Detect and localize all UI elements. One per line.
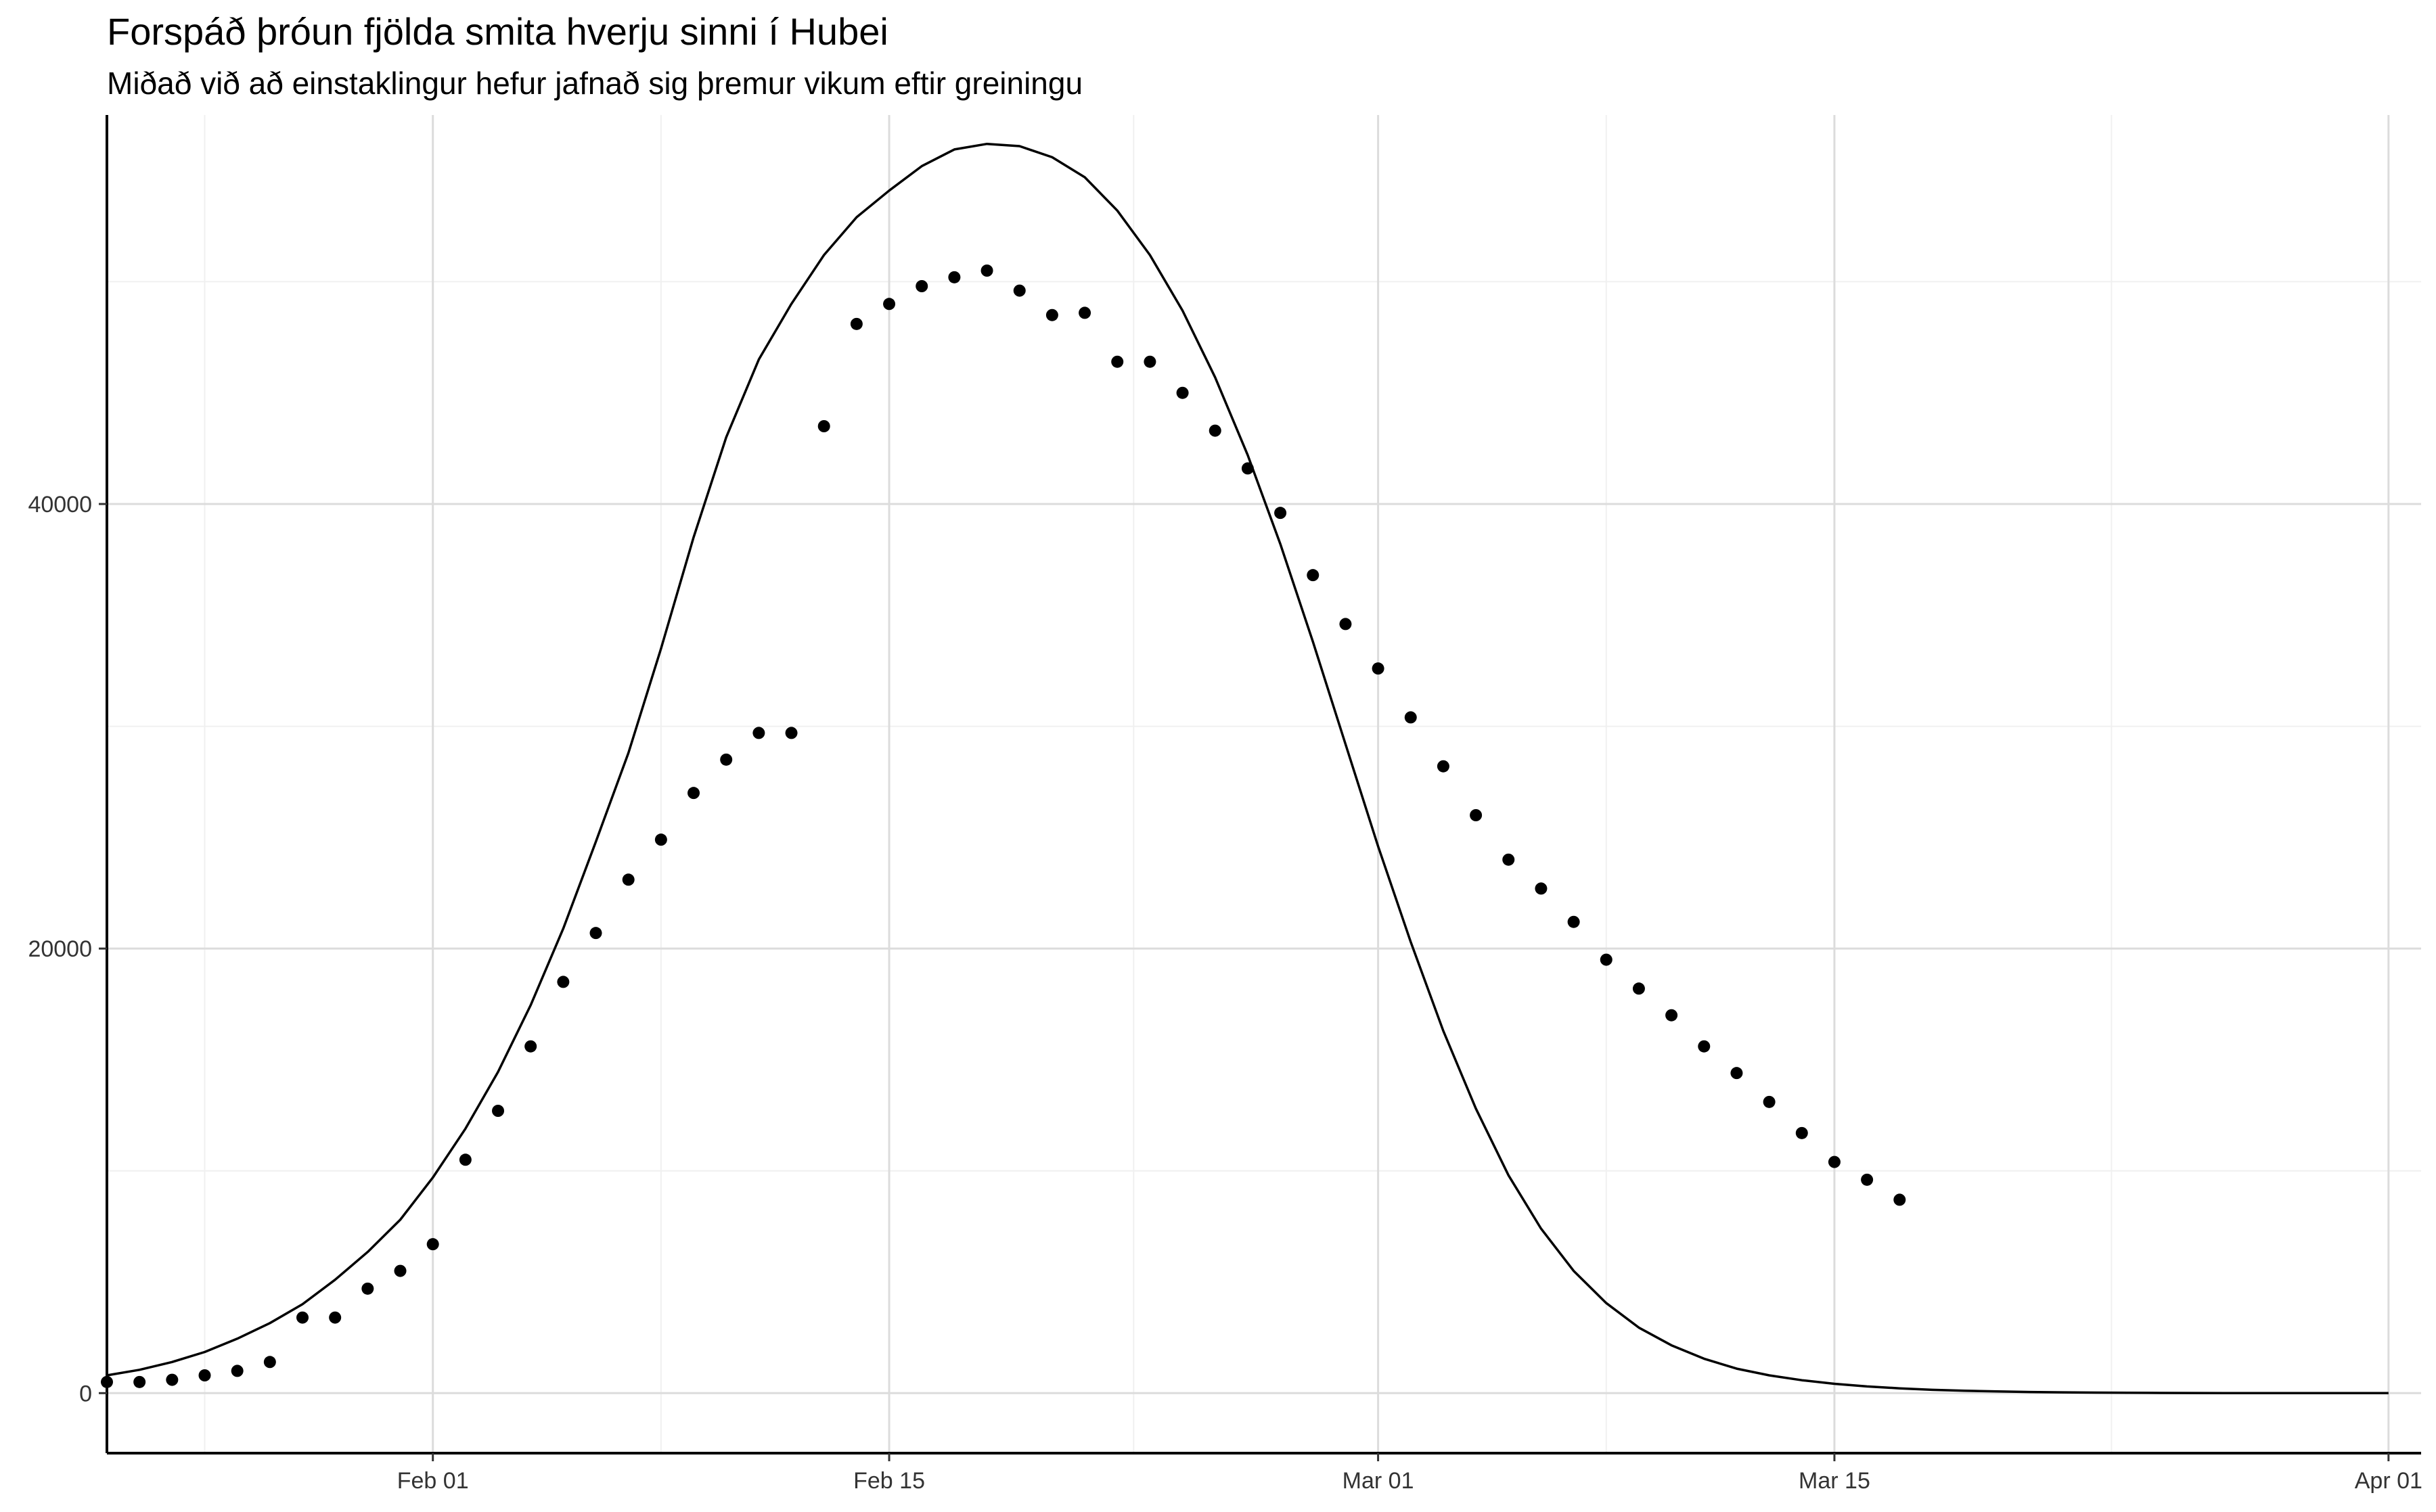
data-point [329,1311,342,1324]
data-point [1763,1095,1776,1108]
x-tick-label: Apr 01 [2355,1468,2422,1494]
data-point [1339,618,1352,631]
data-point [361,1282,374,1295]
data-point [1404,711,1417,724]
data-point [1176,386,1189,399]
data-point [1274,507,1287,520]
data-point [1079,306,1091,319]
data-point [1535,882,1548,895]
data-point [1209,424,1221,437]
data-point [1893,1193,1906,1206]
data-point [1861,1173,1874,1186]
data-point [916,280,928,292]
forecast-line-series [106,142,2389,1395]
data-point [1111,355,1124,368]
data-point [654,833,667,846]
data-point [394,1264,407,1277]
data-point [752,727,765,739]
data-point [492,1105,505,1117]
data-point [720,753,733,766]
y-tick-label: 0 [79,1381,92,1406]
data-point [1372,662,1384,675]
data-point [817,420,830,432]
x-tick-label: Mar 01 [1343,1468,1414,1494]
data-point [1632,982,1645,995]
data-point [166,1373,179,1386]
data-point [524,1040,537,1053]
data-point [1437,760,1449,773]
data-point [1665,1009,1678,1022]
x-tick-label: Feb 01 [397,1468,469,1494]
chart-subtitle: Miðað við að einstaklingur hefur jafnað … [107,66,1083,101]
data-point [785,727,798,739]
data-point [1013,284,1026,297]
data-point [1600,953,1612,966]
data-point [263,1356,276,1369]
minor-gridlines [107,115,2421,1453]
data-point [589,927,602,940]
data-point [198,1369,211,1381]
data-point [1730,1067,1743,1080]
data-point [1795,1126,1808,1139]
chart-title: Forspáð þróun fjölda smita hverju sinni … [107,10,888,53]
tick-labels: Feb 01 Feb 15 Mar 01 Mar 15 Apr 01 0 20000 4000… [28,492,2422,1494]
axes [99,115,2421,1461]
data-point [426,1238,439,1251]
data-point [231,1365,244,1377]
data-point [1698,1040,1711,1053]
y-tick-label: 20000 [28,936,92,962]
data-point [1502,853,1515,866]
data-point [296,1311,309,1324]
data-point [557,976,570,988]
data-point [101,1375,113,1388]
x-tick-label: Feb 15 [853,1468,925,1494]
data-point [133,1375,146,1388]
data-point [687,787,700,800]
data-point [1470,809,1483,821]
data-point [1144,355,1156,368]
data-point [622,873,635,886]
data-point [1045,308,1058,321]
data-point [883,298,896,311]
data-point [850,317,863,330]
data-point [1241,462,1254,475]
forecast-line [106,142,2389,1395]
data-point [948,271,961,283]
y-tick-label: 40000 [28,492,92,518]
data-point [1307,569,1320,582]
data-point [1828,1155,1841,1168]
data-point [1567,915,1580,928]
x-tick-label: Mar 15 [1799,1468,1870,1494]
observed-points-series [101,265,1906,1388]
major-gridlines [107,115,2421,1453]
data-point [980,265,993,277]
data-point [459,1153,472,1166]
